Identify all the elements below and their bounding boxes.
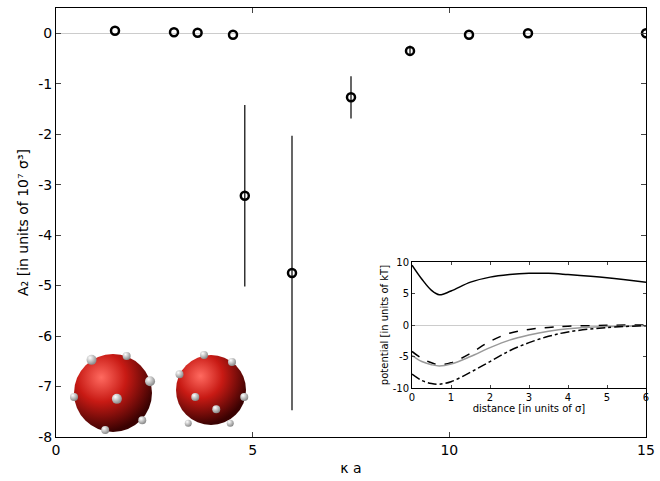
svg-text:4: 4 — [565, 392, 571, 403]
svg-text:distance [in units of σ]: distance [in units of σ] — [473, 403, 586, 414]
svg-text:0: 0 — [52, 442, 61, 458]
svg-text:5: 5 — [248, 442, 257, 458]
svg-text:5: 5 — [604, 392, 610, 403]
svg-text:6: 6 — [643, 392, 649, 403]
svg-text:-6: -6 — [38, 328, 52, 344]
svg-text:-3: -3 — [38, 177, 52, 193]
svg-text:0: 0 — [43, 25, 52, 41]
svg-text:10: 10 — [396, 257, 409, 268]
svg-text:-4: -4 — [38, 227, 52, 243]
svg-text:-10: -10 — [393, 383, 409, 394]
svg-text:10: 10 — [440, 442, 458, 458]
svg-text:-1: -1 — [38, 76, 52, 92]
svg-text:potential [in units of kT]: potential [in units of kT] — [379, 265, 390, 385]
svg-text:-2: -2 — [38, 126, 52, 142]
svg-text:15: 15 — [637, 442, 655, 458]
svg-text:κ a: κ a — [340, 460, 361, 476]
svg-text:2: 2 — [487, 392, 493, 403]
svg-text:-5: -5 — [399, 351, 409, 362]
svg-text:5: 5 — [403, 288, 409, 299]
svg-text:-7: -7 — [38, 378, 52, 394]
svg-text:A₂ [in units of 10⁷ σ³]: A₂ [in units of 10⁷ σ³] — [15, 149, 31, 296]
svg-text:0: 0 — [403, 320, 409, 331]
svg-text:1: 1 — [448, 392, 454, 403]
svg-text:-5: -5 — [38, 277, 52, 293]
svg-text:3: 3 — [526, 392, 532, 403]
svg-text:-8: -8 — [38, 429, 52, 445]
svg-text:0: 0 — [409, 392, 415, 403]
